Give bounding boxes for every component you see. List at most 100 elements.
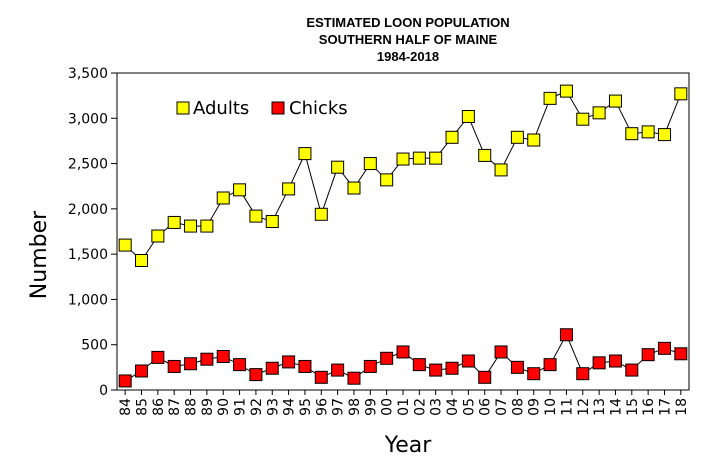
adults-marker xyxy=(576,112,590,126)
chicks-marker xyxy=(445,361,459,375)
x-tick-label: 00 xyxy=(380,398,396,416)
chicks-marker xyxy=(478,370,492,384)
adults-marker xyxy=(135,253,149,267)
legend-label-chicks: Chicks xyxy=(289,98,348,119)
adults-marker xyxy=(674,87,688,101)
chicks-marker xyxy=(118,374,132,388)
adults-marker xyxy=(282,182,296,196)
adults-marker xyxy=(608,94,622,108)
chart-title-line-2: SOUTHERN HALF OF MAINE xyxy=(319,32,498,47)
chicks-marker xyxy=(216,349,230,363)
adults-marker xyxy=(249,209,263,223)
adults-marker xyxy=(592,106,606,120)
x-tick-label: 85 xyxy=(135,398,151,416)
legend-marker-chicks xyxy=(271,101,285,115)
y-tick-label: 0 xyxy=(99,383,108,399)
y-tick-label: 2,000 xyxy=(68,202,108,218)
chicks-marker xyxy=(412,358,426,372)
chicks-marker xyxy=(510,360,524,374)
adults-marker xyxy=(216,191,230,205)
y-tick-label: 2,500 xyxy=(68,157,108,173)
chicks-marker xyxy=(625,363,639,377)
chicks-marker xyxy=(527,367,541,381)
adults-marker xyxy=(167,215,181,229)
adults-marker xyxy=(347,181,361,195)
chicks-marker xyxy=(494,345,508,359)
x-tick-label: 97 xyxy=(331,398,347,416)
adults-marker xyxy=(118,238,132,252)
x-tick-label: 89 xyxy=(200,398,216,416)
x-tick-label: 95 xyxy=(298,398,314,416)
x-tick-label: 92 xyxy=(249,398,265,416)
chart-title-line-1: ESTIMATED LOON POPULATION xyxy=(306,15,509,30)
adults-marker xyxy=(510,130,524,144)
x-tick-label: 93 xyxy=(265,398,281,416)
x-tick-label: 86 xyxy=(151,398,167,416)
chicks-marker xyxy=(298,359,312,373)
x-tick-label: 94 xyxy=(282,398,298,416)
x-tick-label: 07 xyxy=(494,398,510,416)
x-tick-label: 13 xyxy=(592,398,608,416)
legend: Adults Chicks xyxy=(176,98,348,119)
x-tick-label: 06 xyxy=(478,398,494,416)
x-tick-label: 02 xyxy=(412,398,428,416)
x-tick-label: 04 xyxy=(445,398,461,416)
chicks-marker xyxy=(380,351,394,365)
x-tick-label: 84 xyxy=(118,398,134,416)
adults-marker xyxy=(657,128,671,142)
adults-marker xyxy=(412,151,426,165)
chicks-marker xyxy=(151,350,165,364)
x-tick-label: 90 xyxy=(216,398,232,416)
chicks-marker xyxy=(347,371,361,385)
chicks-marker xyxy=(314,370,328,384)
adults-marker xyxy=(380,173,394,187)
chicks-marker xyxy=(461,354,475,368)
chicks-marker xyxy=(592,356,606,370)
chicks-marker xyxy=(576,367,590,381)
y-axis-label: Number xyxy=(27,210,52,299)
chicks-marker xyxy=(282,355,296,369)
chicks-marker xyxy=(265,361,279,375)
chicks-marker xyxy=(135,364,149,378)
x-tick-label: 09 xyxy=(527,398,543,416)
chicks-marker xyxy=(184,357,198,371)
x-tick-label: 88 xyxy=(184,398,200,416)
x-tick-label: 12 xyxy=(576,398,592,416)
x-tick-label: 01 xyxy=(396,398,412,416)
chicks-marker xyxy=(249,368,263,382)
adults-marker xyxy=(396,152,410,166)
legend-marker-adults xyxy=(176,101,190,115)
chicks-marker xyxy=(608,354,622,368)
chicks-marker xyxy=(331,363,345,377)
x-tick-label: 98 xyxy=(347,398,363,416)
x-tick-label: 87 xyxy=(167,398,183,416)
x-tick-label: 03 xyxy=(429,398,445,416)
chicks-marker xyxy=(559,328,573,342)
adults-marker xyxy=(543,91,557,105)
legend-label-adults: Adults xyxy=(193,98,249,119)
adults-marker xyxy=(527,133,541,147)
adults-marker xyxy=(151,229,165,243)
x-tick-label: 08 xyxy=(510,398,526,416)
x-tick-label: 96 xyxy=(314,398,330,416)
chicks-marker xyxy=(429,363,443,377)
adults-marker xyxy=(641,125,655,139)
x-tick-label: 17 xyxy=(657,398,673,416)
chicks-marker xyxy=(233,358,247,372)
x-tick-label: 11 xyxy=(559,398,575,416)
x-tick-label: 14 xyxy=(608,398,624,416)
adults-marker xyxy=(363,157,377,171)
adults-marker xyxy=(445,130,459,144)
chicks-marker xyxy=(641,348,655,362)
adults-marker xyxy=(625,127,639,141)
y-tick-label: 3,500 xyxy=(68,66,108,82)
y-tick-label: 1,000 xyxy=(68,292,108,308)
chart-title-line-3: 1984-2018 xyxy=(377,49,439,64)
adults-marker xyxy=(298,147,312,161)
adults-marker xyxy=(314,207,328,221)
x-tick-label: 16 xyxy=(641,398,657,416)
adults-marker xyxy=(461,109,475,123)
y-tick-label: 1,500 xyxy=(68,247,108,263)
